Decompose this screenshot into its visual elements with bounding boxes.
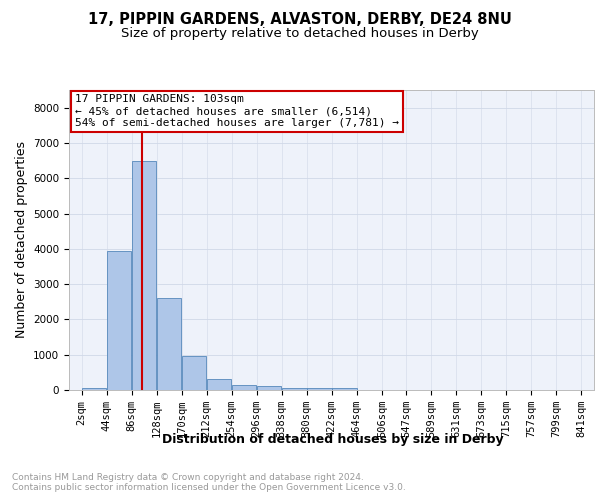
- Bar: [82, 388, 106, 390]
- Bar: [282, 388, 307, 390]
- Bar: [232, 386, 256, 390]
- Text: Contains HM Land Registry data © Crown copyright and database right 2024.
Contai: Contains HM Land Registry data © Crown c…: [12, 472, 406, 492]
- Bar: [332, 388, 356, 390]
- Bar: [157, 298, 181, 390]
- Text: Size of property relative to detached houses in Derby: Size of property relative to detached ho…: [121, 28, 479, 40]
- Text: 17 PIPPIN GARDENS: 103sqm
← 45% of detached houses are smaller (6,514)
54% of se: 17 PIPPIN GARDENS: 103sqm ← 45% of detac…: [76, 94, 400, 128]
- Text: 17, PIPPIN GARDENS, ALVASTON, DERBY, DE24 8NU: 17, PIPPIN GARDENS, ALVASTON, DERBY, DE2…: [88, 12, 512, 28]
- Bar: [257, 386, 281, 390]
- Bar: [107, 250, 131, 390]
- Bar: [207, 380, 232, 390]
- Bar: [182, 356, 206, 390]
- Y-axis label: Number of detached properties: Number of detached properties: [14, 142, 28, 338]
- Bar: [132, 160, 157, 390]
- Text: Distribution of detached houses by size in Derby: Distribution of detached houses by size …: [162, 432, 504, 446]
- Bar: [307, 388, 332, 390]
